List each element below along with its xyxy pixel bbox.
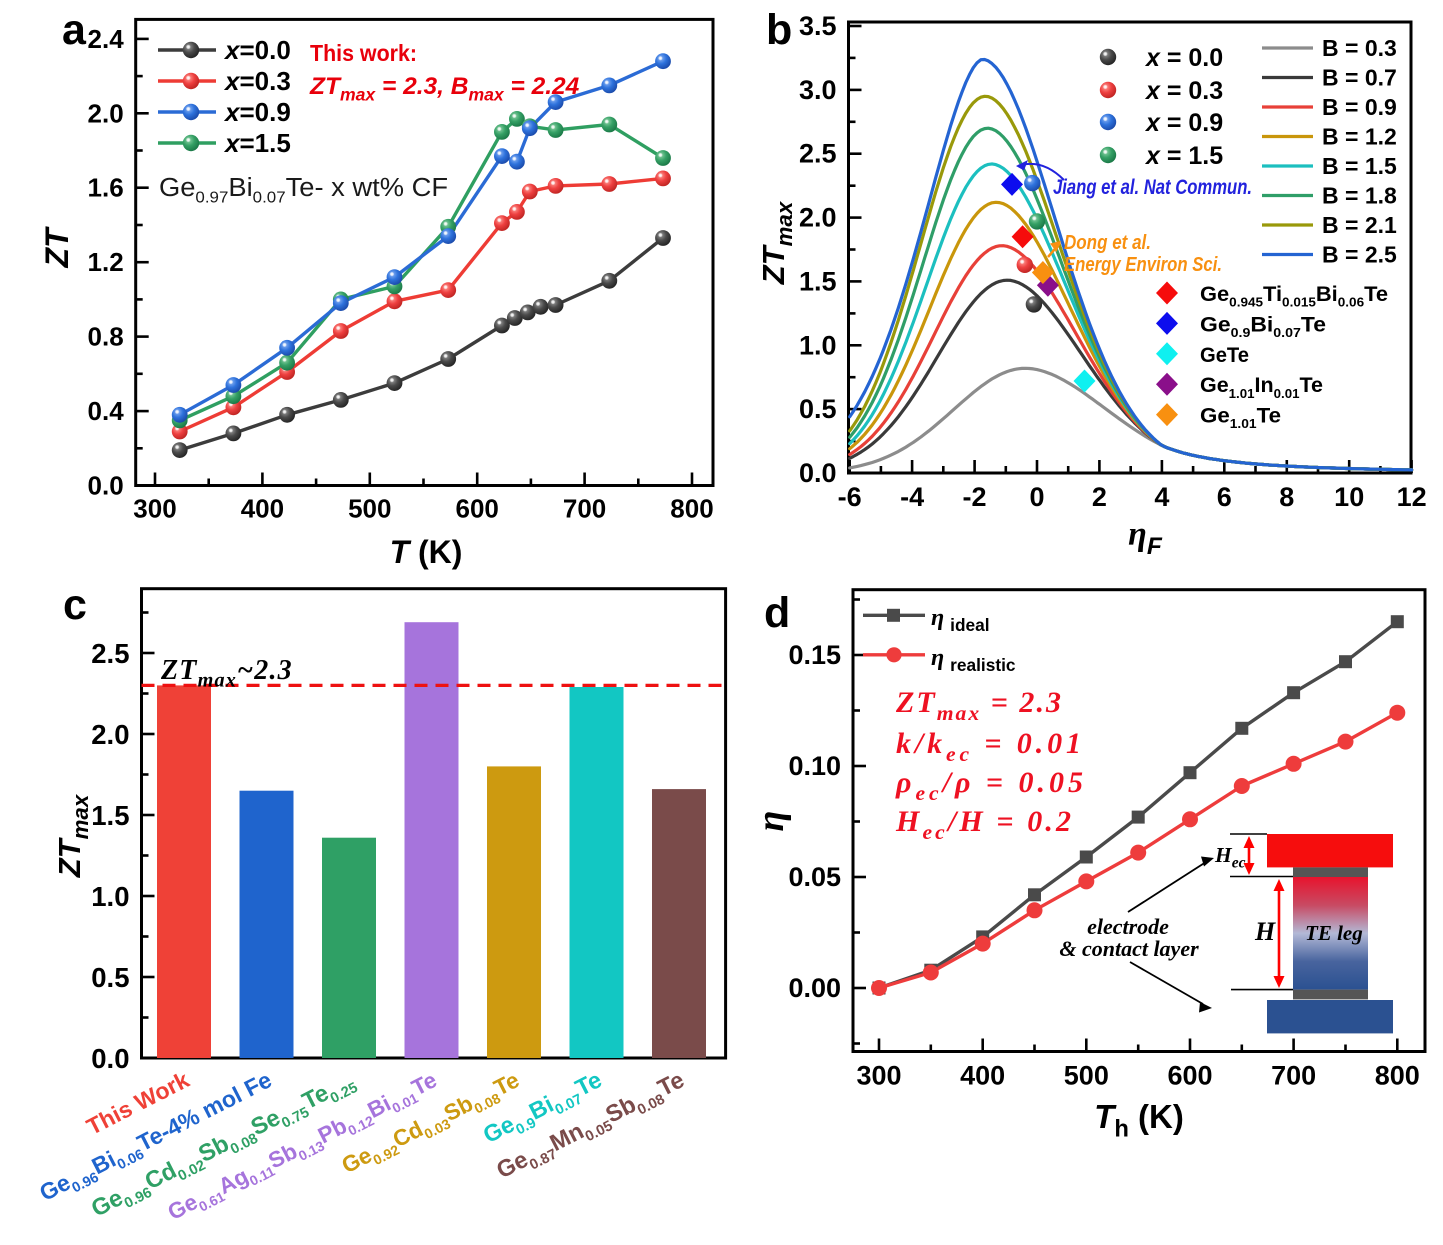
svg-text:H: H — [1254, 917, 1276, 946]
svg-text:2.0: 2.0 — [88, 98, 124, 128]
svg-text:Jiang et al. Nat Commun.: Jiang et al. Nat Commun. — [1053, 176, 1252, 199]
svg-text:-2: -2 — [963, 482, 987, 512]
svg-text:Ge0.87Mn0.05Sb0.08Te: Ge0.87Mn0.05Sb0.08Te — [493, 1067, 691, 1188]
svg-text:1.6: 1.6 — [88, 173, 124, 203]
svg-text:800: 800 — [1375, 1061, 1420, 1091]
svg-text:a: a — [62, 6, 87, 54]
svg-text:ZTmax: ZTmax — [756, 200, 797, 285]
svg-text:Th (K): Th (K) — [1094, 1098, 1184, 1143]
svg-text:η: η — [750, 811, 792, 832]
svg-text:2.4: 2.4 — [88, 24, 125, 54]
svg-text:700: 700 — [563, 494, 606, 524]
svg-text:Ge1.01Te: Ge1.01Te — [1200, 404, 1281, 432]
svg-text:0.5: 0.5 — [799, 394, 837, 424]
svg-text:300: 300 — [133, 494, 176, 524]
svg-text:ZTmax = 2.3: ZTmax = 2.3 — [895, 686, 1061, 725]
svg-text:0: 0 — [1029, 482, 1044, 512]
svg-text:ZT: ZT — [39, 226, 75, 269]
svg-text:ZTmax = 2.3, Bmax = 2.24: ZTmax = 2.3, Bmax = 2.24 — [309, 73, 580, 104]
svg-text:B = 0.9: B = 0.9 — [1322, 94, 1397, 120]
svg-text:0.0: 0.0 — [799, 458, 837, 488]
svg-text:500: 500 — [1064, 1061, 1109, 1091]
svg-text:0.8: 0.8 — [88, 322, 124, 352]
svg-text:Dong et al.: Dong et al. — [1064, 232, 1151, 254]
svg-text:Hec: Hec — [1214, 843, 1246, 872]
svg-text:x=0.0: x=0.0 — [223, 35, 291, 65]
svg-text:x=0.3: x=0.3 — [223, 66, 291, 96]
svg-text:300: 300 — [856, 1061, 901, 1091]
svg-text:B = 1.2: B = 1.2 — [1322, 124, 1397, 150]
svg-text:3.5: 3.5 — [799, 11, 837, 41]
svg-text:x = 0.9: x = 0.9 — [1144, 109, 1223, 137]
svg-text:Ge0.945Ti0.015Bi0.06Te: Ge0.945Ti0.015Bi0.06Te — [1200, 282, 1388, 310]
svg-text:2.0: 2.0 — [799, 203, 837, 233]
svg-text:2.0: 2.0 — [91, 719, 129, 750]
svg-text:800: 800 — [670, 494, 713, 524]
svg-text:1.0: 1.0 — [799, 330, 837, 360]
svg-text:10: 10 — [1334, 482, 1364, 512]
svg-text:This work:: This work: — [310, 40, 417, 66]
svg-text:0.5: 0.5 — [91, 962, 129, 993]
svg-text:b: b — [766, 6, 792, 54]
svg-text:12: 12 — [1397, 482, 1427, 512]
svg-text:x = 0.3: x = 0.3 — [1144, 77, 1223, 105]
svg-text:Ge0.9Bi0.07Te: Ge0.9Bi0.07Te — [1200, 312, 1326, 340]
svg-text:x=0.9: x=0.9 — [223, 97, 291, 127]
svg-text:1.2: 1.2 — [88, 247, 124, 277]
svg-text:B = 0.7: B = 0.7 — [1322, 65, 1397, 91]
svg-text:8: 8 — [1279, 482, 1294, 512]
svg-text:ηF: ηF — [1128, 516, 1163, 560]
svg-text:ρec/ρ = 0.05: ρ ec/ρ = 0.05 — [895, 766, 1083, 805]
svg-text:d: d — [764, 589, 790, 637]
svg-text:0.0: 0.0 — [88, 471, 124, 501]
svg-text:Energy Environ Sci.: Energy Environ Sci. — [1064, 254, 1222, 276]
svg-text:500: 500 — [348, 494, 391, 524]
svg-text:ZTmax~2.3: ZTmax~2.3 — [160, 655, 293, 691]
svg-text:Ge1.01In0.01Te: Ge1.01In0.01Te — [1200, 373, 1323, 401]
svg-text:B = 1.5: B = 1.5 — [1322, 153, 1397, 179]
svg-text:& contact layer: & contact layer — [1059, 936, 1199, 961]
svg-text:1.5: 1.5 — [91, 800, 129, 831]
svg-text:electrode: electrode — [1087, 914, 1169, 939]
svg-text:6: 6 — [1217, 482, 1232, 512]
svg-text:2: 2 — [1092, 482, 1107, 512]
svg-text:4: 4 — [1154, 482, 1169, 512]
svg-text:x = 1.5: x = 1.5 — [1144, 142, 1223, 170]
svg-text:400: 400 — [960, 1061, 1005, 1091]
svg-text:0.4: 0.4 — [88, 396, 125, 426]
svg-text:-6: -6 — [838, 482, 862, 512]
svg-text:η realistic: η realistic — [931, 645, 1016, 675]
svg-text:3.0: 3.0 — [799, 75, 837, 105]
svg-text:x=1.5: x=1.5 — [223, 128, 291, 158]
svg-text:B = 0.3: B = 0.3 — [1322, 35, 1397, 61]
svg-text:B = 2.5: B = 2.5 — [1322, 242, 1397, 268]
svg-text:ZTmax: ZTmax — [52, 793, 93, 878]
svg-text:0.15: 0.15 — [788, 640, 841, 670]
svg-text:-4: -4 — [900, 482, 924, 512]
svg-text:B = 1.8: B = 1.8 — [1322, 183, 1397, 209]
svg-text:B = 2.1: B = 2.1 — [1322, 212, 1397, 238]
svg-text:T (K): T (K) — [390, 534, 463, 570]
svg-text:2.5: 2.5 — [799, 139, 837, 169]
svg-text:0.05: 0.05 — [788, 862, 841, 892]
svg-text:TE leg: TE leg — [1305, 921, 1363, 945]
svg-text:700: 700 — [1271, 1061, 1316, 1091]
svg-text:600: 600 — [456, 494, 499, 524]
svg-text:0.0: 0.0 — [91, 1043, 129, 1074]
svg-text:GeTe: GeTe — [1200, 343, 1249, 367]
svg-text:η ideal: η ideal — [931, 605, 990, 635]
svg-text:400: 400 — [241, 494, 284, 524]
svg-text:0.10: 0.10 — [788, 751, 841, 781]
svg-text:c: c — [63, 581, 87, 629]
svg-text:600: 600 — [1167, 1061, 1212, 1091]
svg-text:0.00: 0.00 — [788, 973, 841, 1003]
svg-text:1.5: 1.5 — [799, 266, 837, 296]
svg-text:1.0: 1.0 — [91, 881, 129, 912]
svg-text:2.5: 2.5 — [91, 638, 129, 669]
svg-text:k/kec = 0.01: k/k ec = 0.01 — [896, 727, 1081, 766]
svg-text:x = 0.0: x = 0.0 — [1144, 44, 1223, 72]
